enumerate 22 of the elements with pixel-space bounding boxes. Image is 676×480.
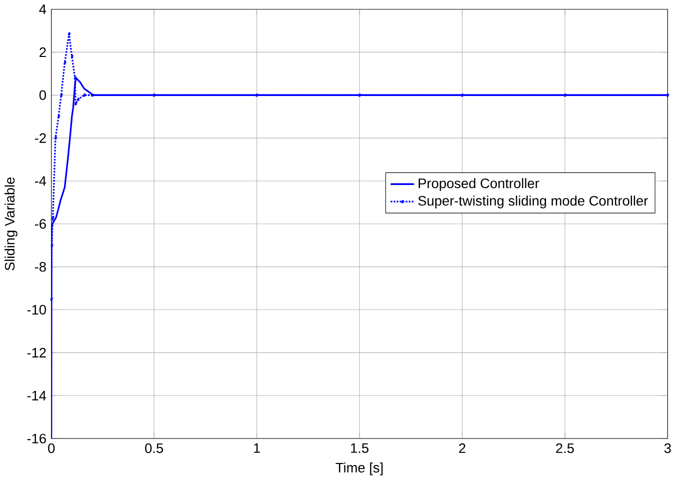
x-axis-title: Time [s] [336,462,383,476]
y-axis-title: Sliding Variable [4,178,18,270]
x-tick-label: 2 [459,443,466,454]
y-tick-label: -4 [34,176,46,186]
legend-label: Super-twisting sliding mode Controller [418,196,648,208]
x-tick-label: 3 [664,443,671,454]
y-tick-label: -14 [27,390,46,400]
x-tick-label: 1.5 [351,443,368,454]
x-tick-label: 0 [48,443,55,454]
y-tick-label: 0 [39,90,46,100]
y-tick-label: -2 [34,133,46,143]
x-tick-label: 0.5 [145,443,164,454]
y-tick-label: -6 [34,219,46,229]
legend-label: Proposed Controller [418,178,540,191]
y-tick-label: -8 [34,262,46,272]
x-tick-label: 2.5 [556,443,574,454]
x-tick-label: 1 [254,443,260,453]
y-tick-label: 2 [40,48,46,58]
y-tick-label: -12 [27,348,46,358]
y-tick-label: -16 [27,434,46,444]
y-tick-label: -10 [27,305,46,315]
y-tick-label: 4 [39,4,46,14]
